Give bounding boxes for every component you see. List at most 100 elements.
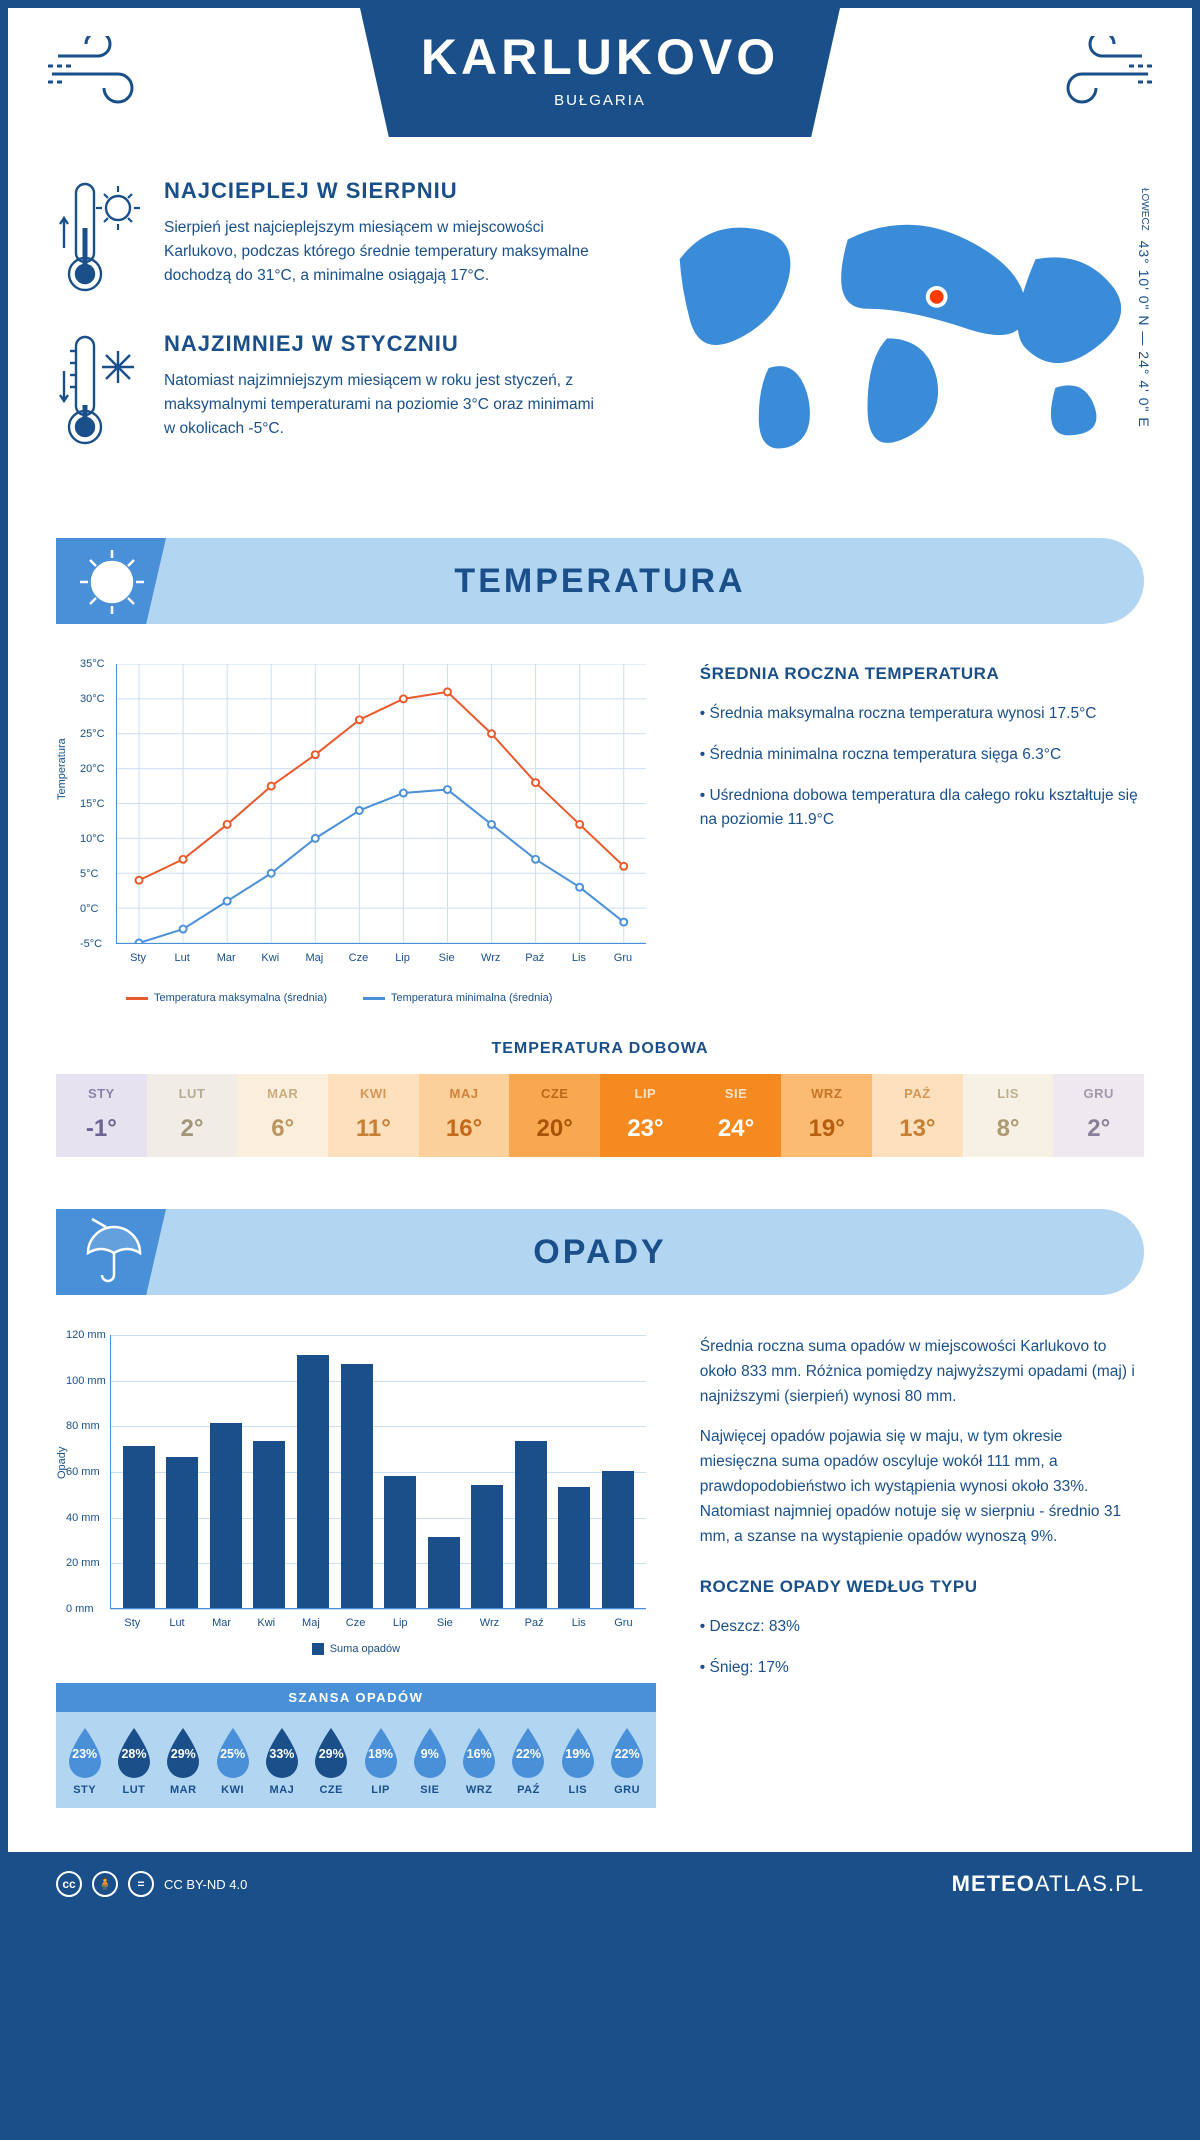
license-text: CC BY-ND 4.0 bbox=[164, 1877, 247, 1892]
rain-chance-cell: 23% STY bbox=[60, 1726, 109, 1796]
legend-max: Temperatura maksymalna (średnia) bbox=[126, 992, 327, 1004]
bar bbox=[471, 1485, 503, 1608]
sun-icon bbox=[76, 546, 148, 623]
warm-text: NAJCIEPLEJ W SIERPNIU Sierpień jest najc… bbox=[164, 178, 600, 303]
drop-icon: 22% bbox=[507, 1726, 549, 1778]
rain-chance-cell: 29% MAR bbox=[159, 1726, 208, 1796]
warm-body: Sierpień jest najcieplejszym miesiącem w… bbox=[164, 216, 600, 288]
cold-title: NAJZIMNIEJ W STYCZNIU bbox=[164, 331, 600, 357]
rain-chart-col: Opady Suma opadów 0 mm20 mm40 mm60 mm80 … bbox=[56, 1335, 656, 1808]
section-title: TEMPERATURA bbox=[454, 562, 745, 601]
cold-text: NAJZIMNIEJ W STYCZNIU Natomiast najzimni… bbox=[164, 331, 600, 456]
drop-icon: 9% bbox=[409, 1726, 451, 1778]
license-block: cc 🧍 = CC BY-ND 4.0 bbox=[56, 1871, 247, 1897]
intro-row: NAJCIEPLEJ W SIERPNIU Sierpień jest najc… bbox=[8, 168, 1192, 514]
bar bbox=[341, 1364, 373, 1608]
bullet: • Śnieg: 17% bbox=[700, 1656, 1144, 1681]
page: KARLUKOVO BUŁGARIA bbox=[8, 8, 1192, 1916]
rain-chance-cell: 25% KWI bbox=[208, 1726, 257, 1796]
country-name: BUŁGARIA bbox=[360, 92, 840, 109]
bullet: • Uśredniona dobowa temperatura dla całe… bbox=[700, 784, 1144, 834]
rain-chance-cell: 29% CZE bbox=[307, 1726, 356, 1796]
cold-block: NAJZIMNIEJ W STYCZNIU Natomiast najzimni… bbox=[56, 331, 600, 456]
footer: cc 🧍 = CC BY-ND 4.0 METEOATLAS.PL bbox=[8, 1852, 1192, 1916]
daily-temp-cell: MAR6° bbox=[237, 1074, 328, 1157]
warm-block: NAJCIEPLEJ W SIERPNIU Sierpień jest najc… bbox=[56, 178, 600, 303]
daily-temp-title: TEMPERATURA DOBOWA bbox=[8, 1040, 1192, 1058]
daily-temp-cell: LIP23° bbox=[600, 1074, 691, 1157]
daily-temp-cell: PAŹ13° bbox=[872, 1074, 963, 1157]
world-map-icon bbox=[650, 200, 1144, 462]
cold-body: Natomiast najzimniejszym miesiącem w rok… bbox=[164, 369, 600, 441]
brand: METEOATLAS.PL bbox=[952, 1871, 1144, 1897]
nd-icon: = bbox=[128, 1871, 154, 1897]
drop-icon: 19% bbox=[557, 1726, 599, 1778]
intro-text-col: NAJCIEPLEJ W SIERPNIU Sierpień jest najc… bbox=[56, 178, 600, 484]
bar bbox=[210, 1423, 242, 1608]
coordinates-label: ŁOWECZ 43° 10' 0" N — 24° 4' 0" E bbox=[1136, 188, 1152, 428]
rain-paragraph: Najwięcej opadów pojawia się w maju, w t… bbox=[700, 1425, 1144, 1549]
temp-chart-col: Temperatura Temperatura maksymalna (śred… bbox=[56, 664, 656, 1004]
cc-icon: cc bbox=[56, 1871, 82, 1897]
bar bbox=[166, 1457, 198, 1608]
drop-icon: 23% bbox=[64, 1726, 106, 1778]
section-header-temperature: TEMPERATURA bbox=[56, 538, 1144, 624]
side-title: ŚREDNIA ROCZNA TEMPERATURA bbox=[700, 664, 1144, 684]
warm-title: NAJCIEPLEJ W SIERPNIU bbox=[164, 178, 600, 204]
bar bbox=[384, 1476, 416, 1608]
drop-icon: 28% bbox=[113, 1726, 155, 1778]
drop-icon: 29% bbox=[162, 1726, 204, 1778]
precipitation-bar-chart: Opady Suma opadów 0 mm20 mm40 mm60 mm80 … bbox=[56, 1335, 656, 1655]
drop-icon: 29% bbox=[310, 1726, 352, 1778]
city-name: KARLUKOVO bbox=[360, 28, 840, 86]
rain-paragraph: Średnia roczna suma opadów w miejscowośc… bbox=[700, 1335, 1144, 1409]
daily-temp-cell: GRU2° bbox=[1053, 1074, 1144, 1157]
drop-icon: 18% bbox=[360, 1726, 402, 1778]
drop-icon: 22% bbox=[606, 1726, 648, 1778]
bar-legend: Suma opadów bbox=[56, 1643, 656, 1655]
temp-side-col: ŚREDNIA ROCZNA TEMPERATURA • Średnia mak… bbox=[700, 664, 1144, 1004]
daily-temp-cell: STY-1° bbox=[56, 1074, 147, 1157]
daily-temp-strip: STY-1°LUT2°MAR6°KWI11°MAJ16°CZE20°LIP23°… bbox=[56, 1074, 1144, 1157]
daily-temp-cell: KWI11° bbox=[328, 1074, 419, 1157]
bar bbox=[558, 1487, 590, 1608]
bar bbox=[297, 1355, 329, 1608]
rain-chance-cell: 18% LIP bbox=[356, 1726, 405, 1796]
wind-icon bbox=[48, 36, 158, 115]
section-header-rain: OPADY bbox=[56, 1209, 1144, 1295]
bar bbox=[515, 1441, 547, 1608]
chance-strip: 23% STY 28% LUT 29% MAR 25% KWI 33% MAJ bbox=[56, 1712, 656, 1808]
daily-temp-cell: MAJ16° bbox=[419, 1074, 510, 1157]
section-title: OPADY bbox=[533, 1233, 666, 1272]
chance-title: SZANSA OPADÓW bbox=[56, 1683, 656, 1712]
bullet: • Średnia maksymalna roczna temperatura … bbox=[700, 702, 1144, 727]
thermometer-sun-icon bbox=[56, 178, 146, 303]
daily-temp-cell: SIE24° bbox=[691, 1074, 782, 1157]
bar bbox=[602, 1471, 634, 1608]
title-banner: KARLUKOVO BUŁGARIA bbox=[360, 8, 840, 137]
rain-chance-cell: 28% LUT bbox=[109, 1726, 158, 1796]
temperature-line-chart: Temperatura Temperatura maksymalna (śred… bbox=[56, 664, 656, 1004]
legend-min: Temperatura minimalna (średnia) bbox=[363, 992, 552, 1004]
bullet: • Deszcz: 83% bbox=[700, 1615, 1144, 1640]
daily-temp-cell: LUT2° bbox=[147, 1074, 238, 1157]
map-col: ŁOWECZ 43° 10' 0" N — 24° 4' 0" E bbox=[650, 178, 1144, 484]
y-axis-label: Temperatura bbox=[56, 738, 68, 800]
rain-body: Opady Suma opadów 0 mm20 mm40 mm60 mm80 … bbox=[8, 1295, 1192, 1808]
rain-type-title: ROCZNE OPADY WEDŁUG TYPU bbox=[700, 1577, 1144, 1597]
wind-icon bbox=[1042, 36, 1152, 115]
daily-temp-cell: CZE20° bbox=[509, 1074, 600, 1157]
rain-chance-cell: 19% LIS bbox=[553, 1726, 602, 1796]
daily-temp-cell: WRZ19° bbox=[781, 1074, 872, 1157]
drop-icon: 25% bbox=[212, 1726, 254, 1778]
rain-chance-cell: 16% WRZ bbox=[455, 1726, 504, 1796]
drop-icon: 33% bbox=[261, 1726, 303, 1778]
daily-temp-cell: LIS8° bbox=[963, 1074, 1054, 1157]
bar bbox=[253, 1441, 285, 1608]
rain-chance-cell: 22% GRU bbox=[602, 1726, 651, 1796]
rain-chance-cell: 9% SIE bbox=[405, 1726, 454, 1796]
rain-side-col: Średnia roczna suma opadów w miejscowośc… bbox=[700, 1335, 1144, 1808]
header: KARLUKOVO BUŁGARIA bbox=[8, 8, 1192, 168]
temperature-body: Temperatura Temperatura maksymalna (śred… bbox=[8, 624, 1192, 1004]
thermometer-snow-icon bbox=[56, 331, 146, 456]
